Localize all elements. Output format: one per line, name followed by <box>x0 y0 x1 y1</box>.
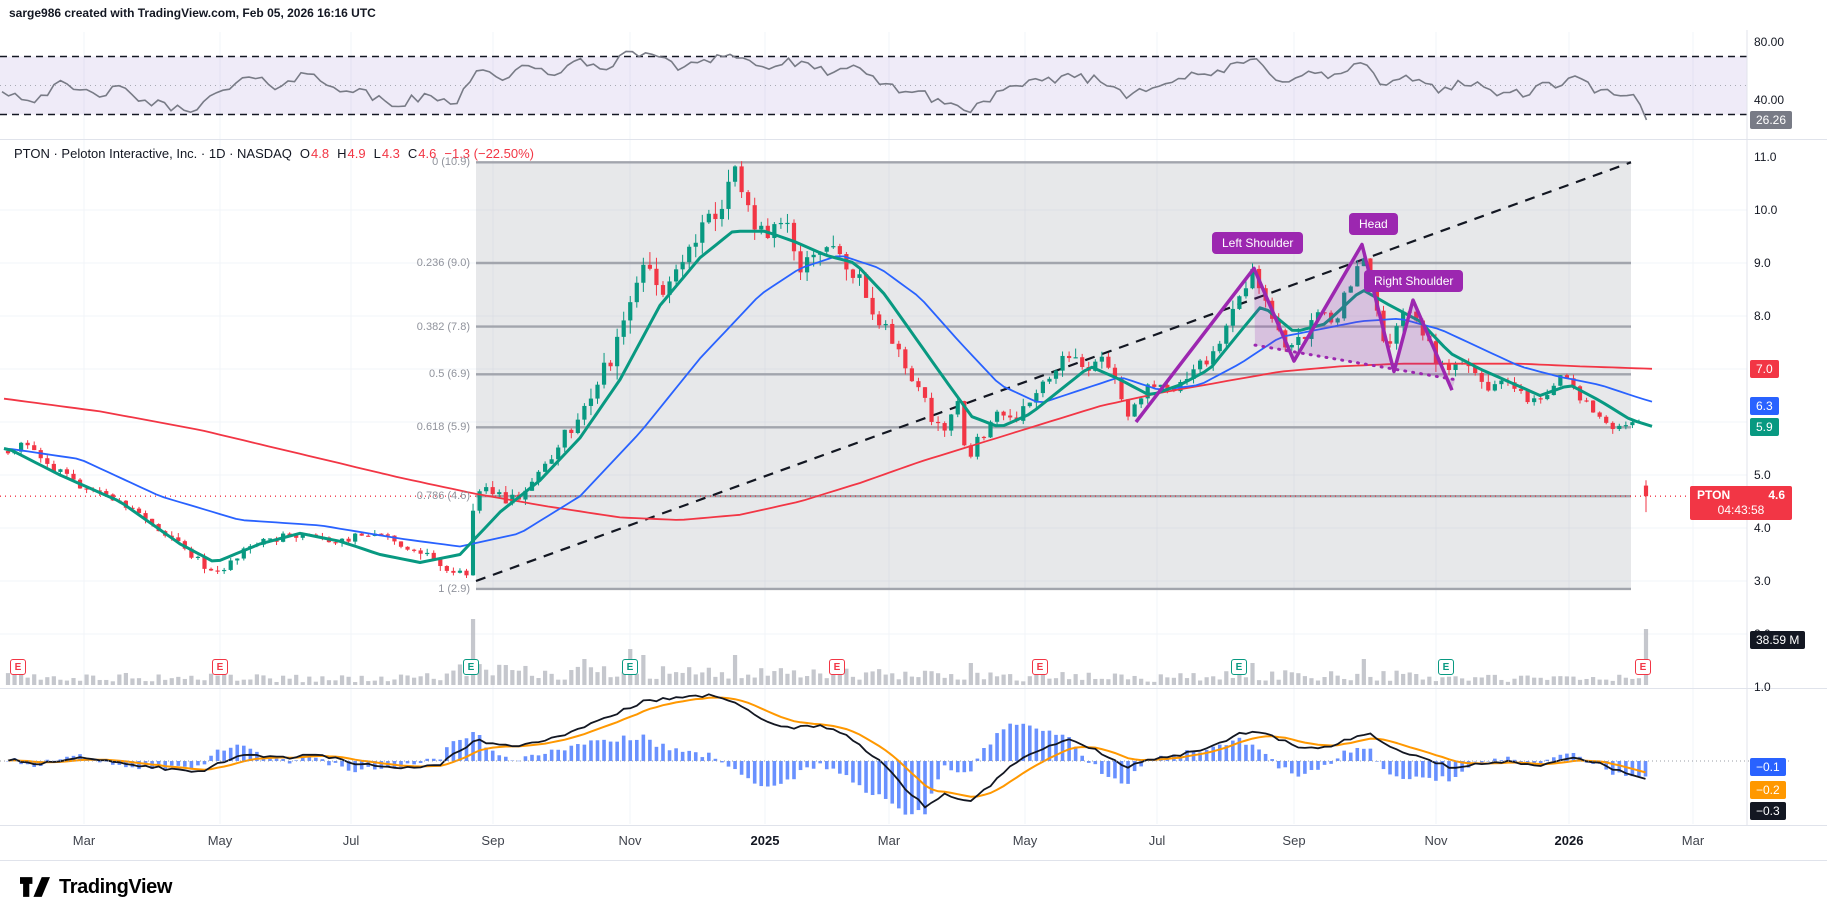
ma-mid-line[interactable] <box>3 255 1653 548</box>
earnings-icon[interactable]: E <box>463 659 479 675</box>
time-axis-label[interactable]: May <box>1012 833 1038 848</box>
fib-level-label: 0.786 (4.6) <box>416 490 470 503</box>
time-axis-label[interactable]: 2025 <box>750 833 780 848</box>
ohlc-open: O4.8 <box>299 146 330 161</box>
rsi-panel[interactable] <box>0 50 1747 121</box>
head-and-shoulders-pattern[interactable] <box>1134 242 1457 424</box>
earnings-icon[interactable]: E <box>1438 659 1454 675</box>
time-axis-label[interactable]: Mar <box>72 833 96 848</box>
ma-price-badge: 6.3 <box>1750 397 1779 416</box>
earnings-icon[interactable]: E <box>829 659 845 675</box>
fib-level-label: 1 (2.9) <box>438 582 470 595</box>
fib-level-label: 0.236 (9.0) <box>416 257 470 269</box>
creator-credit: sarge986 created with TradingView.com, F… <box>9 6 376 20</box>
plot-area[interactable] <box>0 32 1747 824</box>
badge-symbol: PTON <box>1697 488 1731 502</box>
earnings-icon[interactable]: E <box>622 659 638 675</box>
earnings-icon[interactable]: E <box>212 659 228 675</box>
tradingview-logo[interactable]: TradingView <box>20 874 172 900</box>
price-scale-label[interactable]: 4.0 <box>1754 521 1771 535</box>
current-price-badge: PTON 4.6 04:43:58 <box>1690 486 1792 520</box>
ohlc-close: C4.6 <box>407 146 437 161</box>
time-axis-label[interactable]: Mar <box>877 833 901 848</box>
time-axis-label[interactable]: Jul <box>1148 833 1166 848</box>
macd-value-badge: −0.2 <box>1750 781 1786 799</box>
pattern-label[interactable]: Head <box>1349 213 1398 235</box>
ma-price-badge: 7.0 <box>1750 360 1779 378</box>
fib-retracement[interactable] <box>476 161 1631 591</box>
pattern-fill <box>1254 244 1455 391</box>
macd-line <box>7 693 1646 809</box>
time-axis-label[interactable]: Sep <box>481 833 505 848</box>
symbol-header: PTON · Peloton Interactive, Inc. · 1D · … <box>14 146 534 161</box>
trend-line[interactable] <box>475 161 1632 583</box>
time-axis-label[interactable]: Sep <box>1282 833 1306 848</box>
price-scale-label[interactable]: 1.0 <box>1754 680 1771 694</box>
price-scale-label[interactable]: 9.0 <box>1754 256 1771 270</box>
fib-level-label: 0.382 (7.8) <box>416 320 470 333</box>
macd-value-badge: −0.3 <box>1750 802 1786 820</box>
rsi-value-badge: 26.26 <box>1750 110 1793 129</box>
rsi-upper-label[interactable]: 80.00 <box>1754 35 1785 49</box>
macd-value-badge: −0.1 <box>1750 758 1786 776</box>
volume-badge: 38.59 M <box>1750 631 1806 649</box>
price-scale-label[interactable]: 5.0 <box>1754 468 1771 482</box>
ohlc-high: H4.9 <box>337 146 366 161</box>
fib-zone-fill <box>476 162 1631 589</box>
fib-level-label: 0.618 (5.9) <box>416 421 470 434</box>
rsi-line <box>1 50 1648 121</box>
ma-slow-line[interactable] <box>3 362 1653 521</box>
macd-panel[interactable] <box>6 693 1648 815</box>
volume-series[interactable] <box>5 619 1649 685</box>
ohlc-low: L4.3 <box>373 146 400 161</box>
ma-price-badge: 5.9 <box>1750 418 1779 437</box>
price-scale-label[interactable]: 3.0 <box>1754 574 1771 588</box>
rsi-lower-label[interactable]: 40.00 <box>1754 93 1785 107</box>
pattern-outline <box>1134 242 1454 424</box>
symbol-title[interactable]: PTON · Peloton Interactive, Inc. · 1D · … <box>14 146 292 161</box>
price-scale-label[interactable]: 8.0 <box>1754 309 1771 323</box>
time-axis-label[interactable]: Mar <box>1681 833 1705 848</box>
rsi-band-fill <box>0 56 1747 115</box>
earnings-icon[interactable]: E <box>1032 659 1048 675</box>
time-axis-label[interactable]: 2026 <box>1554 833 1584 848</box>
grid-lines <box>0 32 1747 824</box>
fib-level-label: 0 (10.9) <box>432 156 470 169</box>
tradingview-logo-text: TradingView <box>59 875 173 898</box>
time-axis-label[interactable]: Nov <box>1424 833 1448 848</box>
ma-fast-line[interactable] <box>3 229 1653 564</box>
panel-separators <box>0 30 1827 861</box>
time-axis-label[interactable]: May <box>207 833 233 848</box>
macd-signal-line <box>7 696 1646 798</box>
time-axis-label[interactable]: Jul <box>342 833 360 848</box>
earnings-icon[interactable]: E <box>1231 659 1247 675</box>
bar-countdown: 04:43:58 <box>1717 503 1765 517</box>
price-scale-label[interactable]: 11.0 <box>1754 150 1777 164</box>
earnings-icon[interactable]: E <box>10 659 26 675</box>
pattern-label[interactable]: Right Shoulder <box>1364 270 1464 292</box>
pattern-label[interactable]: Left Shoulder <box>1212 232 1304 254</box>
time-axis-label[interactable]: Nov <box>618 833 642 848</box>
price-scale-label[interactable]: 10.0 <box>1754 203 1778 217</box>
fib-level-label: 0.5 (6.9) <box>429 368 470 381</box>
price-change: −1.3 (−22.50%) <box>444 146 534 161</box>
badge-price: 4.6 <box>1768 488 1785 502</box>
tradingview-logo-icon <box>20 877 50 897</box>
earnings-icon[interactable]: E <box>1635 659 1651 675</box>
